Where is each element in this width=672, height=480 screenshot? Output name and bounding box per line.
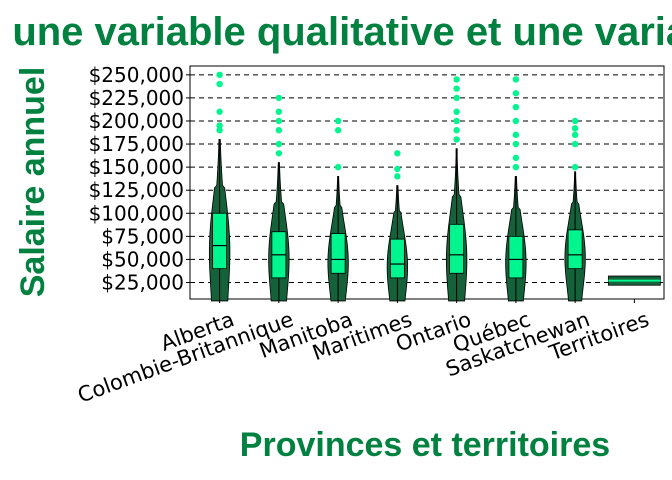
box-québec (508, 235, 524, 279)
y-tick-label: $250,000 (89, 63, 184, 87)
outlier-point (275, 150, 283, 157)
box-maritimes (389, 238, 405, 279)
outlier-point (512, 103, 520, 111)
box-manitoba (330, 233, 346, 274)
outlier-point (512, 163, 520, 171)
chart-title: Relation entre une variable qualitative … (0, 10, 672, 54)
y-tick-label: $75,000 (101, 224, 184, 248)
y-tick-label: $200,000 (89, 109, 184, 133)
y-tick-label: $100,000 (89, 201, 184, 225)
outlier-point (512, 154, 520, 162)
outlier-point (512, 131, 520, 139)
outlier-point (453, 136, 460, 143)
outlier-point (453, 85, 460, 92)
outlier-point (394, 150, 401, 157)
outlier-point (512, 76, 520, 83)
outlier-point (571, 117, 579, 125)
outlier-point (216, 108, 223, 115)
y-tick-label: $50,000 (101, 247, 184, 271)
y-tick-label: $225,000 (89, 86, 184, 110)
outlier-point (453, 108, 460, 115)
outlier-point (275, 94, 283, 102)
outlier-point (571, 140, 579, 148)
y-tick-label: $150,000 (89, 155, 184, 179)
outlier-point (571, 131, 579, 139)
y-tick-label: $25,000 (101, 271, 184, 295)
outlier-point (453, 117, 460, 125)
outlier-point (453, 76, 460, 83)
box-saskatchewan (567, 229, 583, 270)
box-ontario (449, 223, 465, 274)
outlier-point (275, 117, 283, 125)
outlier-point (275, 127, 283, 134)
plot-area (208, 71, 661, 302)
y-tick-label: $125,000 (89, 178, 184, 202)
outlier-point (512, 117, 520, 125)
outlier-point (216, 80, 223, 88)
outlier-point (512, 90, 520, 97)
x-ticks: AlbertaColombie-BritanniqueManitobaMarit… (75, 299, 652, 408)
y-tick-label: $175,000 (89, 132, 184, 156)
outlier-point (334, 163, 342, 171)
outlier-point (216, 127, 223, 134)
outlier-point (275, 108, 283, 115)
outlier-point (334, 117, 342, 125)
outlier-point (394, 173, 401, 180)
outlier-point (571, 163, 579, 171)
outlier-point (512, 140, 520, 148)
x-axis-label: Provinces et territoires (240, 426, 610, 464)
outlier-point (275, 140, 283, 148)
plot-panel-border (189, 65, 665, 300)
outlier-point (453, 94, 460, 102)
y-axis-label: Salaire annuel (14, 67, 52, 298)
outlier-point (216, 122, 223, 129)
outlier-point (453, 127, 460, 134)
outlier-point (216, 71, 223, 79)
y-ticks: $25,000$50,000$75,000$100,000$125,000$15… (89, 63, 190, 295)
box-alberta (212, 212, 228, 270)
outlier-point (571, 125, 579, 132)
gridlines (189, 65, 665, 300)
outlier-point (334, 127, 342, 134)
outlier-point (394, 165, 401, 173)
